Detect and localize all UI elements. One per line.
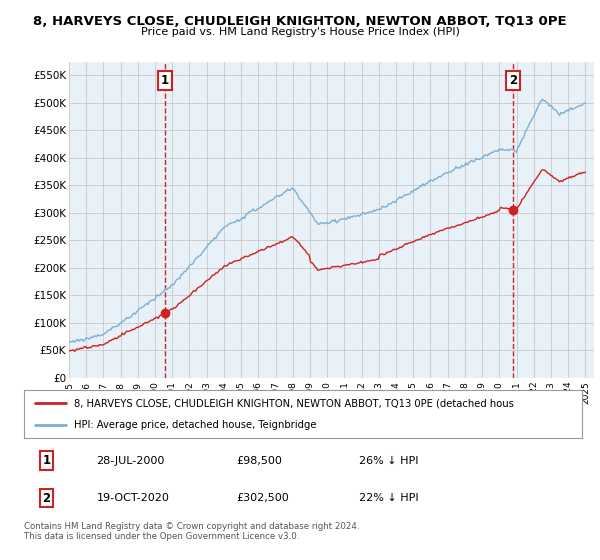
- Text: 19-OCT-2020: 19-OCT-2020: [97, 493, 169, 503]
- Text: 22% ↓ HPI: 22% ↓ HPI: [359, 493, 418, 503]
- Text: £302,500: £302,500: [236, 493, 289, 503]
- Text: Price paid vs. HM Land Registry's House Price Index (HPI): Price paid vs. HM Land Registry's House …: [140, 27, 460, 37]
- Text: Contains HM Land Registry data © Crown copyright and database right 2024.
This d: Contains HM Land Registry data © Crown c…: [24, 522, 359, 542]
- Text: 26% ↓ HPI: 26% ↓ HPI: [359, 455, 418, 465]
- Text: £98,500: £98,500: [236, 455, 282, 465]
- Text: 2: 2: [42, 492, 50, 505]
- Text: HPI: Average price, detached house, Teignbridge: HPI: Average price, detached house, Teig…: [74, 420, 317, 430]
- Text: 8, HARVEYS CLOSE, CHUDLEIGH KNIGHTON, NEWTON ABBOT, TQ13 0PE (detached hous: 8, HARVEYS CLOSE, CHUDLEIGH KNIGHTON, NE…: [74, 398, 514, 408]
- Text: 1: 1: [42, 454, 50, 467]
- Text: 2: 2: [509, 74, 517, 87]
- Text: 28-JUL-2000: 28-JUL-2000: [97, 455, 165, 465]
- Text: 8, HARVEYS CLOSE, CHUDLEIGH KNIGHTON, NEWTON ABBOT, TQ13 0PE: 8, HARVEYS CLOSE, CHUDLEIGH KNIGHTON, NE…: [33, 15, 567, 27]
- Text: 1: 1: [161, 74, 169, 87]
